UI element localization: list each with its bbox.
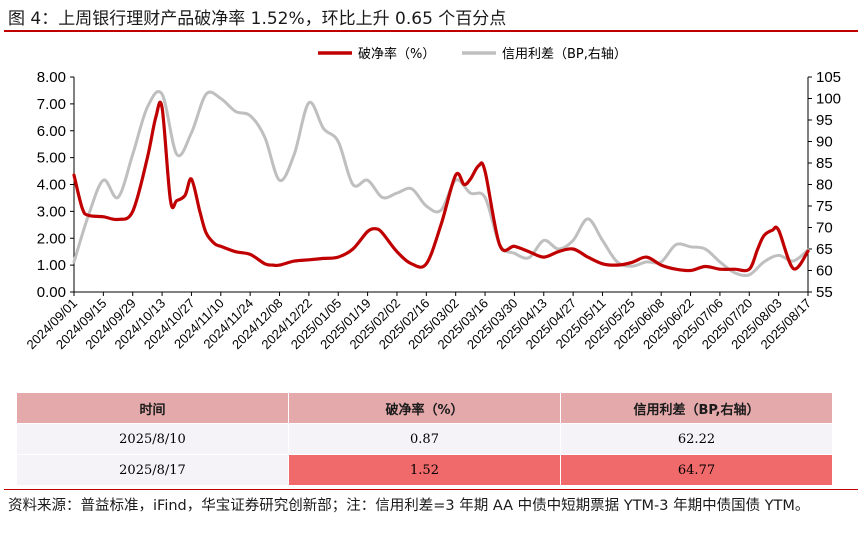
right-axis-tick-label: 90: [816, 134, 833, 151]
figure-title: 图 4：上周银行理财产品破净率 1.52%，环比上升 0.65 个百分点: [8, 9, 507, 29]
series-line-breakeven-rate: [72, 100, 810, 273]
right-axis-tick-label: 100: [816, 91, 841, 108]
summary-table: 时间 破净率（%） 信用利差（BP,右轴） 2025/8/10 0.87 62.…: [16, 392, 833, 486]
left-axis-tick-label: 4.00: [37, 177, 66, 194]
right-axis-tick-label: 85: [816, 155, 833, 172]
table-cell-rate: 0.87: [288, 423, 561, 455]
table-header-time: 时间: [16, 392, 289, 424]
legend-label-0: 破净率（%）: [358, 46, 435, 62]
table-cell-rate-highlight: 1.52: [288, 454, 561, 486]
left-axis-tick-label: 5.00: [37, 150, 66, 167]
table-cell-spread: 62.22: [560, 423, 833, 455]
right-axis-tick-label: 95: [816, 112, 833, 129]
table-header-rate: 破净率（%）: [288, 392, 561, 424]
right-axis-tick-label: 55: [816, 284, 833, 301]
right-axis-tick-label: 65: [816, 241, 833, 258]
left-axis-tick-label: 6.00: [37, 123, 66, 140]
series-line-credit-spread: [72, 89, 810, 278]
source-note: 资料来源：普益标准，iFind，华宝证券研究创新部；注：信用利差=3 年期 AA…: [8, 498, 810, 514]
right-axis-tick-label: 60: [816, 263, 833, 280]
table-cell-date: 2025/8/10: [16, 423, 289, 455]
left-axis-tick-label: 0.00: [37, 284, 66, 301]
left-axis-tick-label: 3.00: [37, 203, 66, 220]
source-divider: [4, 489, 858, 490]
title-divider: [4, 30, 858, 32]
left-axis-tick-label: 1.00: [37, 257, 66, 274]
table-cell-spread-highlight: 64.77: [560, 454, 833, 486]
right-axis-tick-label: 70: [816, 220, 833, 237]
left-axis-tick-label: 2.00: [37, 230, 66, 247]
left-axis-tick-label: 8.00: [37, 69, 66, 86]
table-cell-date: 2025/8/17: [16, 454, 289, 486]
table-row: 2025/8/17 1.52 64.77: [16, 454, 833, 486]
right-axis-tick-label: 80: [816, 177, 833, 194]
left-axis-tick-label: 7.00: [37, 96, 66, 113]
table-row: 2025/8/10 0.87 62.22: [16, 423, 833, 455]
table-header-row: 时间 破净率（%） 信用利差（BP,右轴）: [16, 392, 833, 424]
right-axis-tick-label: 105: [816, 69, 841, 86]
line-chart: 0.00 1.00 2.00 3.00 4.00 5.00 6.00 7.00 8.00 55 60…: [23, 46, 841, 352]
right-axis-tick-label: 75: [816, 198, 833, 215]
legend-label-1: 信用利差（BP,右轴）: [502, 47, 627, 62]
table-header-spread: 信用利差（BP,右轴）: [560, 392, 833, 424]
